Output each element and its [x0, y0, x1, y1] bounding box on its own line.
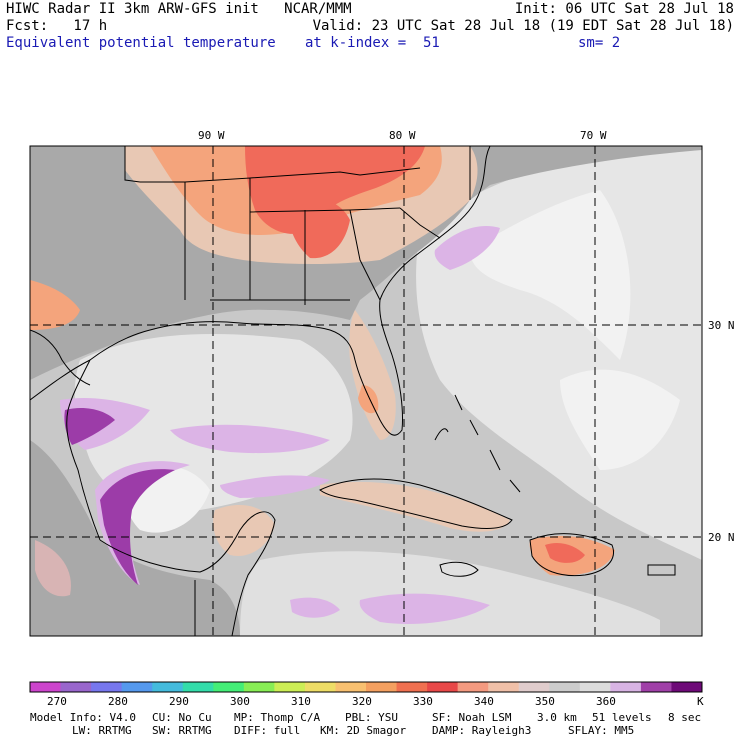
yucatan-tan [213, 505, 275, 556]
colorbar-swatch [488, 682, 520, 692]
model-info-cumulus: CU: No Cu [152, 711, 212, 724]
lon-label-70w: 70 W [580, 129, 607, 142]
model-info-sflay: SFLAY: MM5 [568, 724, 635, 737]
model-info-diffusion: DIFF: full [234, 724, 301, 737]
model-info-timestep: 8 sec [668, 711, 702, 724]
cuba-outline [319, 478, 513, 529]
model-info-damping: DAMP: Rayleigh3 [432, 724, 532, 737]
colorbar-swatch [91, 682, 123, 692]
florida-tan [349, 310, 396, 440]
colorbar-swatch [610, 682, 642, 692]
colorbar-label-270: 270 [47, 695, 67, 708]
model-info-levels: 51 levels [592, 711, 652, 724]
gulf-lavender-streak-2 [220, 475, 330, 498]
colorbar-swatch [518, 682, 550, 692]
texas-coast [66, 359, 101, 541]
header-forecast-hour: Fcst: 17 h [6, 18, 108, 34]
model-info-version: Model Info: V4.0 [30, 711, 136, 724]
caribbean-light-field [240, 551, 660, 636]
model-info-microphysics: MP: Thomp C/A [234, 711, 321, 724]
colorbar-swatch [152, 682, 184, 692]
field-smoothing: sm= 2 [578, 35, 621, 51]
hispaniola-red [545, 543, 585, 563]
colorbar-label-350: 350 [535, 695, 555, 708]
lat-label-30n: 30 N [708, 319, 735, 332]
colorbar-label-310: 310 [291, 695, 311, 708]
atlantic-white-streak-2 [560, 369, 680, 470]
colorbar-label-340: 340 [474, 695, 494, 708]
jamaica-outline [439, 561, 479, 577]
warm-red-tongue [288, 198, 350, 259]
mexico-tan-patches [35, 540, 71, 597]
atlantic-lavender-patch [434, 226, 500, 270]
map-panel [30, 146, 702, 636]
colorbar-frame [29, 681, 703, 693]
colorbar-swatch [213, 682, 245, 692]
gulf-arc-purple [100, 469, 175, 585]
colorbar-swatch [427, 682, 459, 692]
bahamas-islands [434, 394, 521, 493]
field-name: Equivalent potential temperature [6, 35, 276, 51]
field-level: at k-index = 51 [305, 35, 440, 51]
colorbar-swatch [579, 682, 611, 692]
model-info-resolution: 3.0 km [537, 711, 577, 724]
hispaniola-outline [529, 533, 614, 577]
political-boundaries [30, 146, 676, 636]
gulf-lavender-streak [170, 424, 330, 454]
colorbar-swatch [274, 682, 306, 692]
map-frame [29, 145, 703, 637]
colorbar-swatch [335, 682, 367, 692]
lon-label-90w: 90 W [198, 129, 225, 142]
colorbar-swatch [640, 682, 672, 692]
state-line-7 [349, 209, 381, 301]
colorbar-label-290: 290 [169, 695, 189, 708]
caribbean-lavender [359, 593, 490, 625]
colorbar-swatch [304, 682, 336, 692]
state-line-8 [399, 207, 441, 239]
puerto-rico-outline [647, 564, 676, 576]
colorbar-swatch [60, 682, 92, 692]
colorbar-unit: K [697, 695, 704, 708]
state-line-4 [249, 167, 421, 179]
cuba-tan [320, 481, 510, 532]
colorbar-swatch [396, 682, 428, 692]
colorbar [30, 682, 703, 692]
header-init-time: Init: 06 UTC Sat 28 Jul 18 [514, 1, 734, 17]
us-mexico-border [30, 329, 91, 386]
colorbar-swatch [457, 682, 489, 692]
colorbar-label-280: 280 [108, 695, 128, 708]
colorbar-swatch [121, 682, 153, 692]
lon-label-80w: 80 W [389, 129, 416, 142]
model-info-surface: SF: Noah LSM [432, 711, 512, 724]
colorbar-swatch [366, 682, 398, 692]
colorbar-swatch [243, 682, 275, 692]
lat-label-20n: 20 N [708, 531, 735, 544]
model-info-shortwave: SW: RRTMG [152, 724, 212, 737]
texas-coast-purple [64, 408, 115, 445]
colorbar-label-360: 360 [596, 695, 616, 708]
model-info-km: KM: 2D Smagor [320, 724, 407, 737]
header-title: HIWC Radar II 3km ARW-GFS init NCAR/MMM [6, 1, 352, 17]
colorbar-swatch [182, 682, 214, 692]
colorbar-swatch [671, 682, 703, 692]
lat-lon-grid [30, 146, 702, 636]
colorbar-label-300: 300 [230, 695, 250, 708]
header-valid-time: Valid: 23 UTC Sat 28 Jul 18 (19 EDT Sat … [312, 18, 734, 34]
us-gulf-coastline [30, 146, 491, 436]
colorbar-label-320: 320 [352, 695, 372, 708]
model-info-pbl: PBL: YSU [345, 711, 398, 724]
model-info-longwave: LW: RRTMG [72, 724, 132, 737]
colorbar-swatch [30, 682, 62, 692]
mexico-coast [99, 511, 276, 636]
colorbar-swatch [549, 682, 581, 692]
mexico-land [30, 440, 240, 636]
southwest-salmon-patch [30, 280, 80, 330]
colorbar-label-330: 330 [413, 695, 433, 708]
atlantic-white-streak [470, 190, 631, 360]
state-line-1 [124, 146, 141, 183]
caribbean-lavender-2 [290, 597, 340, 618]
